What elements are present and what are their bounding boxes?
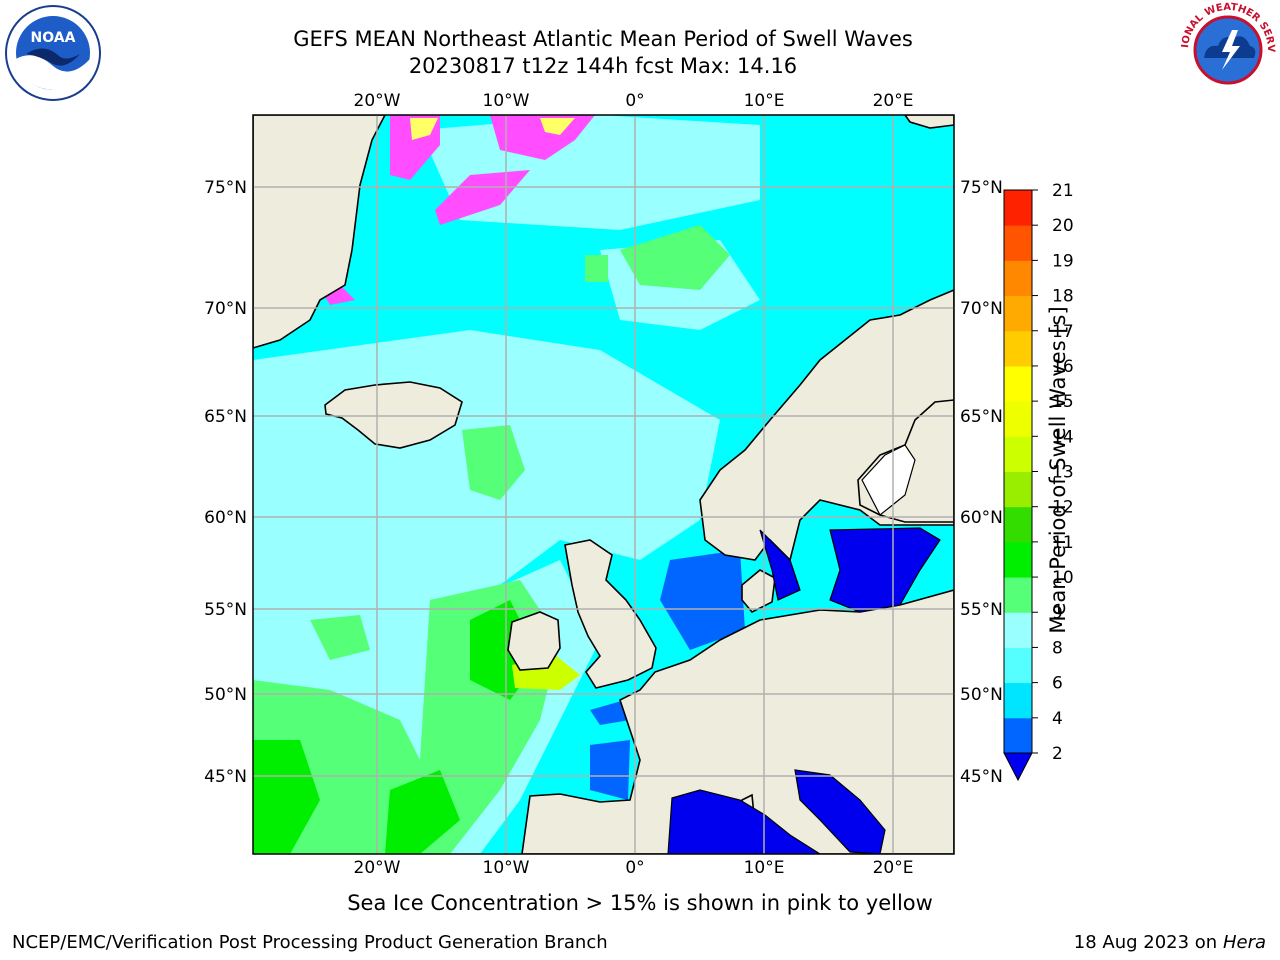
sea-ice-high-concentration: [410, 118, 575, 140]
map-title: GEFS MEAN Northeast Atlantic Mean Period…: [293, 27, 913, 51]
map-axis-labels: 20°W 20°W 10°W 10°W 0° 0° 10°E 10°E 20°E 20°E 75°N…: [204, 91, 1003, 878]
lat-label-right: 65°N: [960, 407, 1003, 427]
footer-date: 18 Aug 2023 on Hera: [1074, 932, 1266, 953]
colorbar-under-arrow: [1003, 752, 1033, 782]
colorbar-segment: [1004, 295, 1032, 332]
colorbar-tick-label: 11: [1052, 533, 1074, 553]
colorbar-segment: [1004, 471, 1032, 508]
colorbar-tick-label: 14: [1052, 427, 1074, 447]
lon-label-top: 20°E: [873, 91, 914, 111]
footer-date-text: 18 Aug 2023 on: [1073, 932, 1218, 953]
lat-label-right: 45°N: [960, 767, 1003, 787]
colorbar-segment: [1004, 365, 1032, 402]
lat-label-left: 55°N: [204, 600, 247, 620]
colorbar-tick-label: 12: [1052, 498, 1074, 518]
colorbar-tick-label: 8: [1052, 638, 1063, 658]
colorbar-tick-label: 21: [1052, 181, 1074, 201]
colorbar-tick-label: 19: [1052, 251, 1074, 271]
lat-label-right: 60°N: [960, 508, 1003, 528]
lat-label-left: 60°N: [204, 508, 247, 528]
colorbar-tick-label: 2: [1052, 744, 1063, 764]
gulf-of-bothnia-mask: [861, 444, 916, 516]
colorbar-segment: [1004, 717, 1032, 754]
colorbar-tick-label: 16: [1052, 357, 1074, 377]
colorbar: 2 4 6 8 9 10 11 12 13 14 15 16 17 18 19 20 21: [1003, 181, 1074, 782]
colorbar-segment: [1004, 647, 1032, 684]
colorbar-segment: [1004, 612, 1032, 648]
colorbar-segment: [1004, 577, 1032, 613]
lon-label-bottom: 20°W: [354, 858, 401, 878]
national-weather-service-logo: NATIONAL WEATHER SERVICE: [1174, 0, 1278, 104]
colorbar-segment: [1004, 401, 1032, 437]
colorbar-segment: [1004, 682, 1032, 719]
colorbar-segment: [1004, 260, 1032, 297]
lat-label-left: 70°N: [204, 299, 247, 319]
lat-label-right: 70°N: [960, 299, 1003, 319]
lon-label-top: 10°E: [744, 91, 785, 111]
lat-label-left: 65°N: [204, 407, 247, 427]
lon-label-top: 0°: [625, 91, 644, 111]
lat-label-left: 50°N: [204, 685, 247, 705]
lon-label-bottom: 0°: [625, 858, 644, 878]
footer-branch: NCEP/EMC/Verification Post Processing Pr…: [12, 932, 608, 953]
lat-label-right: 50°N: [960, 685, 1003, 705]
colorbar-tick-label: 4: [1052, 709, 1063, 729]
lon-label-bottom: 10°E: [744, 858, 785, 878]
colorbar-segment: [1004, 225, 1032, 261]
colorbar-tick-label: 13: [1052, 463, 1074, 483]
map-subtitle: 20230817 t12z 144h fcst Max: 14.16: [408, 54, 798, 78]
graticule: [253, 115, 954, 854]
map-frame: [252, 114, 955, 855]
noaa-logo-text: NOAA: [31, 30, 76, 46]
colorbar-tick-label: 17: [1052, 322, 1074, 342]
colorbar-tick-label: 10: [1052, 568, 1074, 588]
lat-label-right: 55°N: [960, 600, 1003, 620]
lon-label-bottom: 20°E: [873, 858, 914, 878]
colorbar-tick-label: 9: [1052, 603, 1063, 623]
sea-ice-caption: Sea Ice Concentration > 15% is shown in …: [347, 891, 933, 915]
colorbar-tick-label: 18: [1052, 287, 1074, 307]
colorbar-segment: [1004, 506, 1032, 543]
colorbar-segment: [1004, 541, 1032, 578]
lat-label-left: 45°N: [204, 767, 247, 787]
lon-label-top: 20°W: [354, 91, 401, 111]
colorbar-tick-label: 15: [1052, 392, 1074, 412]
colorbar-label: Mean Period of Swell Waves [s]: [1046, 306, 1070, 634]
footer-host: Hera: [1222, 932, 1266, 953]
lat-label-right: 75°N: [960, 178, 1003, 198]
lon-label-bottom: 10°W: [483, 858, 530, 878]
noaa-logo: NOAA: [4, 4, 102, 106]
lat-label-left: 75°N: [204, 178, 247, 198]
lon-label-top: 10°W: [483, 91, 530, 111]
colorbar-segment: [1004, 190, 1032, 226]
colorbar-segment: [1004, 330, 1032, 367]
enclosed-seas-2-4s: [667, 527, 941, 854]
colorbar-tick-label: 6: [1052, 674, 1063, 694]
colorbar-tick-label: 20: [1052, 216, 1074, 236]
colorbar-segment: [1004, 436, 1032, 472]
